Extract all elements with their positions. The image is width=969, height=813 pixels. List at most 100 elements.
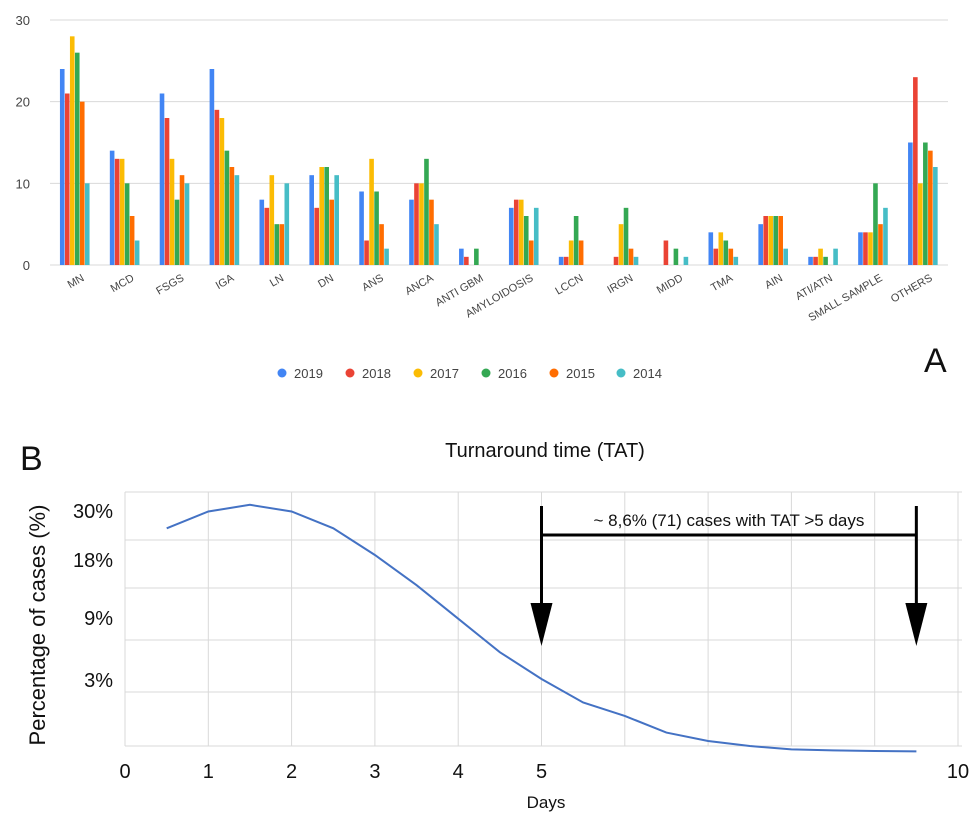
bar-irgn-2018 bbox=[613, 256, 619, 265]
legend-label-2018: 2018 bbox=[362, 366, 391, 381]
bar-dn-2018 bbox=[314, 207, 319, 265]
bar-ln-2015 bbox=[279, 224, 285, 265]
bar-iga-2018 bbox=[214, 109, 220, 265]
bar-ati-atn-2016 bbox=[823, 256, 828, 265]
bar-anti-gbm-2018 bbox=[464, 256, 469, 265]
bar-mn-2014 bbox=[84, 183, 90, 265]
bar-midd-2018 bbox=[663, 240, 669, 265]
bar-ain-2018 bbox=[763, 216, 768, 265]
bar-fsgs-2014 bbox=[184, 183, 190, 265]
bar-irgn-2014 bbox=[633, 256, 639, 265]
panel-a-letter: A bbox=[924, 342, 947, 380]
category-label-tma: TMA bbox=[709, 272, 736, 294]
bar-fsgs-2015 bbox=[179, 175, 185, 265]
bar-ans-2017 bbox=[369, 158, 374, 265]
bar-mcd-2018 bbox=[114, 158, 120, 265]
bar-ati-atn-2014 bbox=[833, 248, 838, 265]
bar-amyloidosis-2016 bbox=[523, 216, 529, 265]
category-label-midd: MIDD bbox=[655, 272, 685, 296]
bar-ain-2016 bbox=[773, 216, 778, 265]
bar-tma-2016 bbox=[723, 240, 729, 265]
legend-label-2017: 2017 bbox=[430, 366, 459, 381]
y-tick-label-10: 10 bbox=[16, 176, 30, 191]
category-label-ans: ANS bbox=[360, 272, 386, 294]
bar-ans-2018 bbox=[364, 240, 369, 265]
bar-small-sample-2014 bbox=[883, 207, 888, 265]
bar-dn-2019 bbox=[309, 175, 314, 265]
bar-mcd-2017 bbox=[119, 158, 125, 265]
bar-mn-2016 bbox=[74, 52, 80, 265]
bar-amyloidosis-2019 bbox=[508, 207, 514, 265]
bar-others-2014 bbox=[933, 167, 938, 265]
panel-b-x-axis-label: Days bbox=[527, 793, 566, 812]
bar-others-2015 bbox=[928, 150, 933, 265]
panel-b-letter: B bbox=[20, 440, 43, 478]
bar-iga-2015 bbox=[229, 167, 235, 265]
bar-ln-2016 bbox=[274, 224, 280, 265]
bar-dn-2014 bbox=[334, 175, 339, 265]
x-tick-label-10: 10 bbox=[947, 761, 969, 783]
bar-ln-2018 bbox=[264, 207, 270, 265]
bar-amyloidosis-2017 bbox=[518, 199, 524, 265]
bar-dn-2015 bbox=[329, 199, 334, 265]
bar-dn-2017 bbox=[319, 167, 324, 265]
bar-ans-2016 bbox=[374, 191, 379, 265]
bar-lccn-2016 bbox=[573, 216, 579, 265]
bar-ain-2015 bbox=[778, 216, 783, 265]
bar-ln-2014 bbox=[284, 183, 290, 265]
bar-ain-2017 bbox=[768, 216, 773, 265]
bar-lccn-2018 bbox=[563, 256, 569, 265]
category-label-irgn: IRGN bbox=[605, 272, 635, 296]
bar-ans-2014 bbox=[384, 248, 389, 265]
bar-ans-2015 bbox=[379, 224, 384, 265]
bar-tma-2018 bbox=[713, 248, 719, 265]
legend-marker-2014 bbox=[616, 368, 626, 378]
category-label-ain: AIN bbox=[763, 272, 785, 292]
bar-ans-2019 bbox=[359, 191, 364, 265]
y-tick-label-0: 0 bbox=[23, 258, 30, 273]
bar-amyloidosis-2014 bbox=[533, 207, 539, 265]
panel-b-series-line bbox=[166, 503, 917, 753]
bar-small-sample-2016 bbox=[873, 183, 878, 265]
bar-mcd-2014 bbox=[134, 240, 140, 265]
bar-ln-2017 bbox=[269, 175, 275, 265]
category-label-lccn: LCCN bbox=[553, 272, 585, 297]
bar-anti-gbm-2016 bbox=[474, 248, 479, 265]
bar-mn-2018 bbox=[64, 93, 70, 265]
bar-mcd-2016 bbox=[124, 183, 130, 265]
annotation-arrow-head-1 bbox=[905, 603, 928, 646]
panel-b-title: Turnaround time (TAT) bbox=[445, 440, 645, 462]
bar-tma-2017 bbox=[718, 232, 724, 265]
bar-fsgs-2017 bbox=[169, 158, 175, 265]
legend-marker-2015 bbox=[549, 368, 559, 378]
y-tick-label-30: 30 bbox=[16, 13, 30, 28]
bar-fsgs-2019 bbox=[159, 93, 165, 265]
bar-fsgs-2016 bbox=[174, 199, 180, 265]
bar-small-sample-2018 bbox=[863, 232, 868, 265]
category-label-iga: IGA bbox=[214, 272, 237, 292]
panel-b-y-tick-labels: 30% 18% 9% 3% bbox=[73, 501, 113, 692]
legend-marker-2019 bbox=[277, 368, 287, 378]
x-tick-label-0: 0 bbox=[119, 761, 130, 783]
legend-label-2019: 2019 bbox=[294, 366, 323, 381]
panel-b-y-axis-label: Percentage of cases (%) bbox=[25, 505, 50, 746]
bar-midd-2016 bbox=[673, 248, 679, 265]
panel-a-bars bbox=[59, 36, 938, 266]
bar-amyloidosis-2015 bbox=[528, 240, 534, 265]
bar-ati-atn-2017 bbox=[818, 248, 823, 265]
bar-anca-2019 bbox=[409, 199, 414, 265]
bar-mcd-2015 bbox=[129, 216, 135, 265]
bar-iga-2017 bbox=[219, 118, 225, 265]
category-label-ln: LN bbox=[268, 272, 286, 289]
y-tick-label-18: 18% bbox=[73, 550, 113, 572]
legend-label-2015: 2015 bbox=[566, 366, 595, 381]
legend-marker-2017 bbox=[413, 368, 423, 378]
bar-mn-2019 bbox=[59, 69, 65, 265]
x-tick-label-2: 2 bbox=[286, 761, 297, 783]
panel-b-line-chart: B Turnaround time (TAT) Percentage of ca… bbox=[20, 440, 969, 812]
bar-ain-2019 bbox=[758, 224, 763, 265]
bar-small-sample-2015 bbox=[878, 224, 883, 265]
bar-others-2019 bbox=[908, 142, 913, 265]
category-label-fsgs: FSGS bbox=[154, 272, 186, 297]
